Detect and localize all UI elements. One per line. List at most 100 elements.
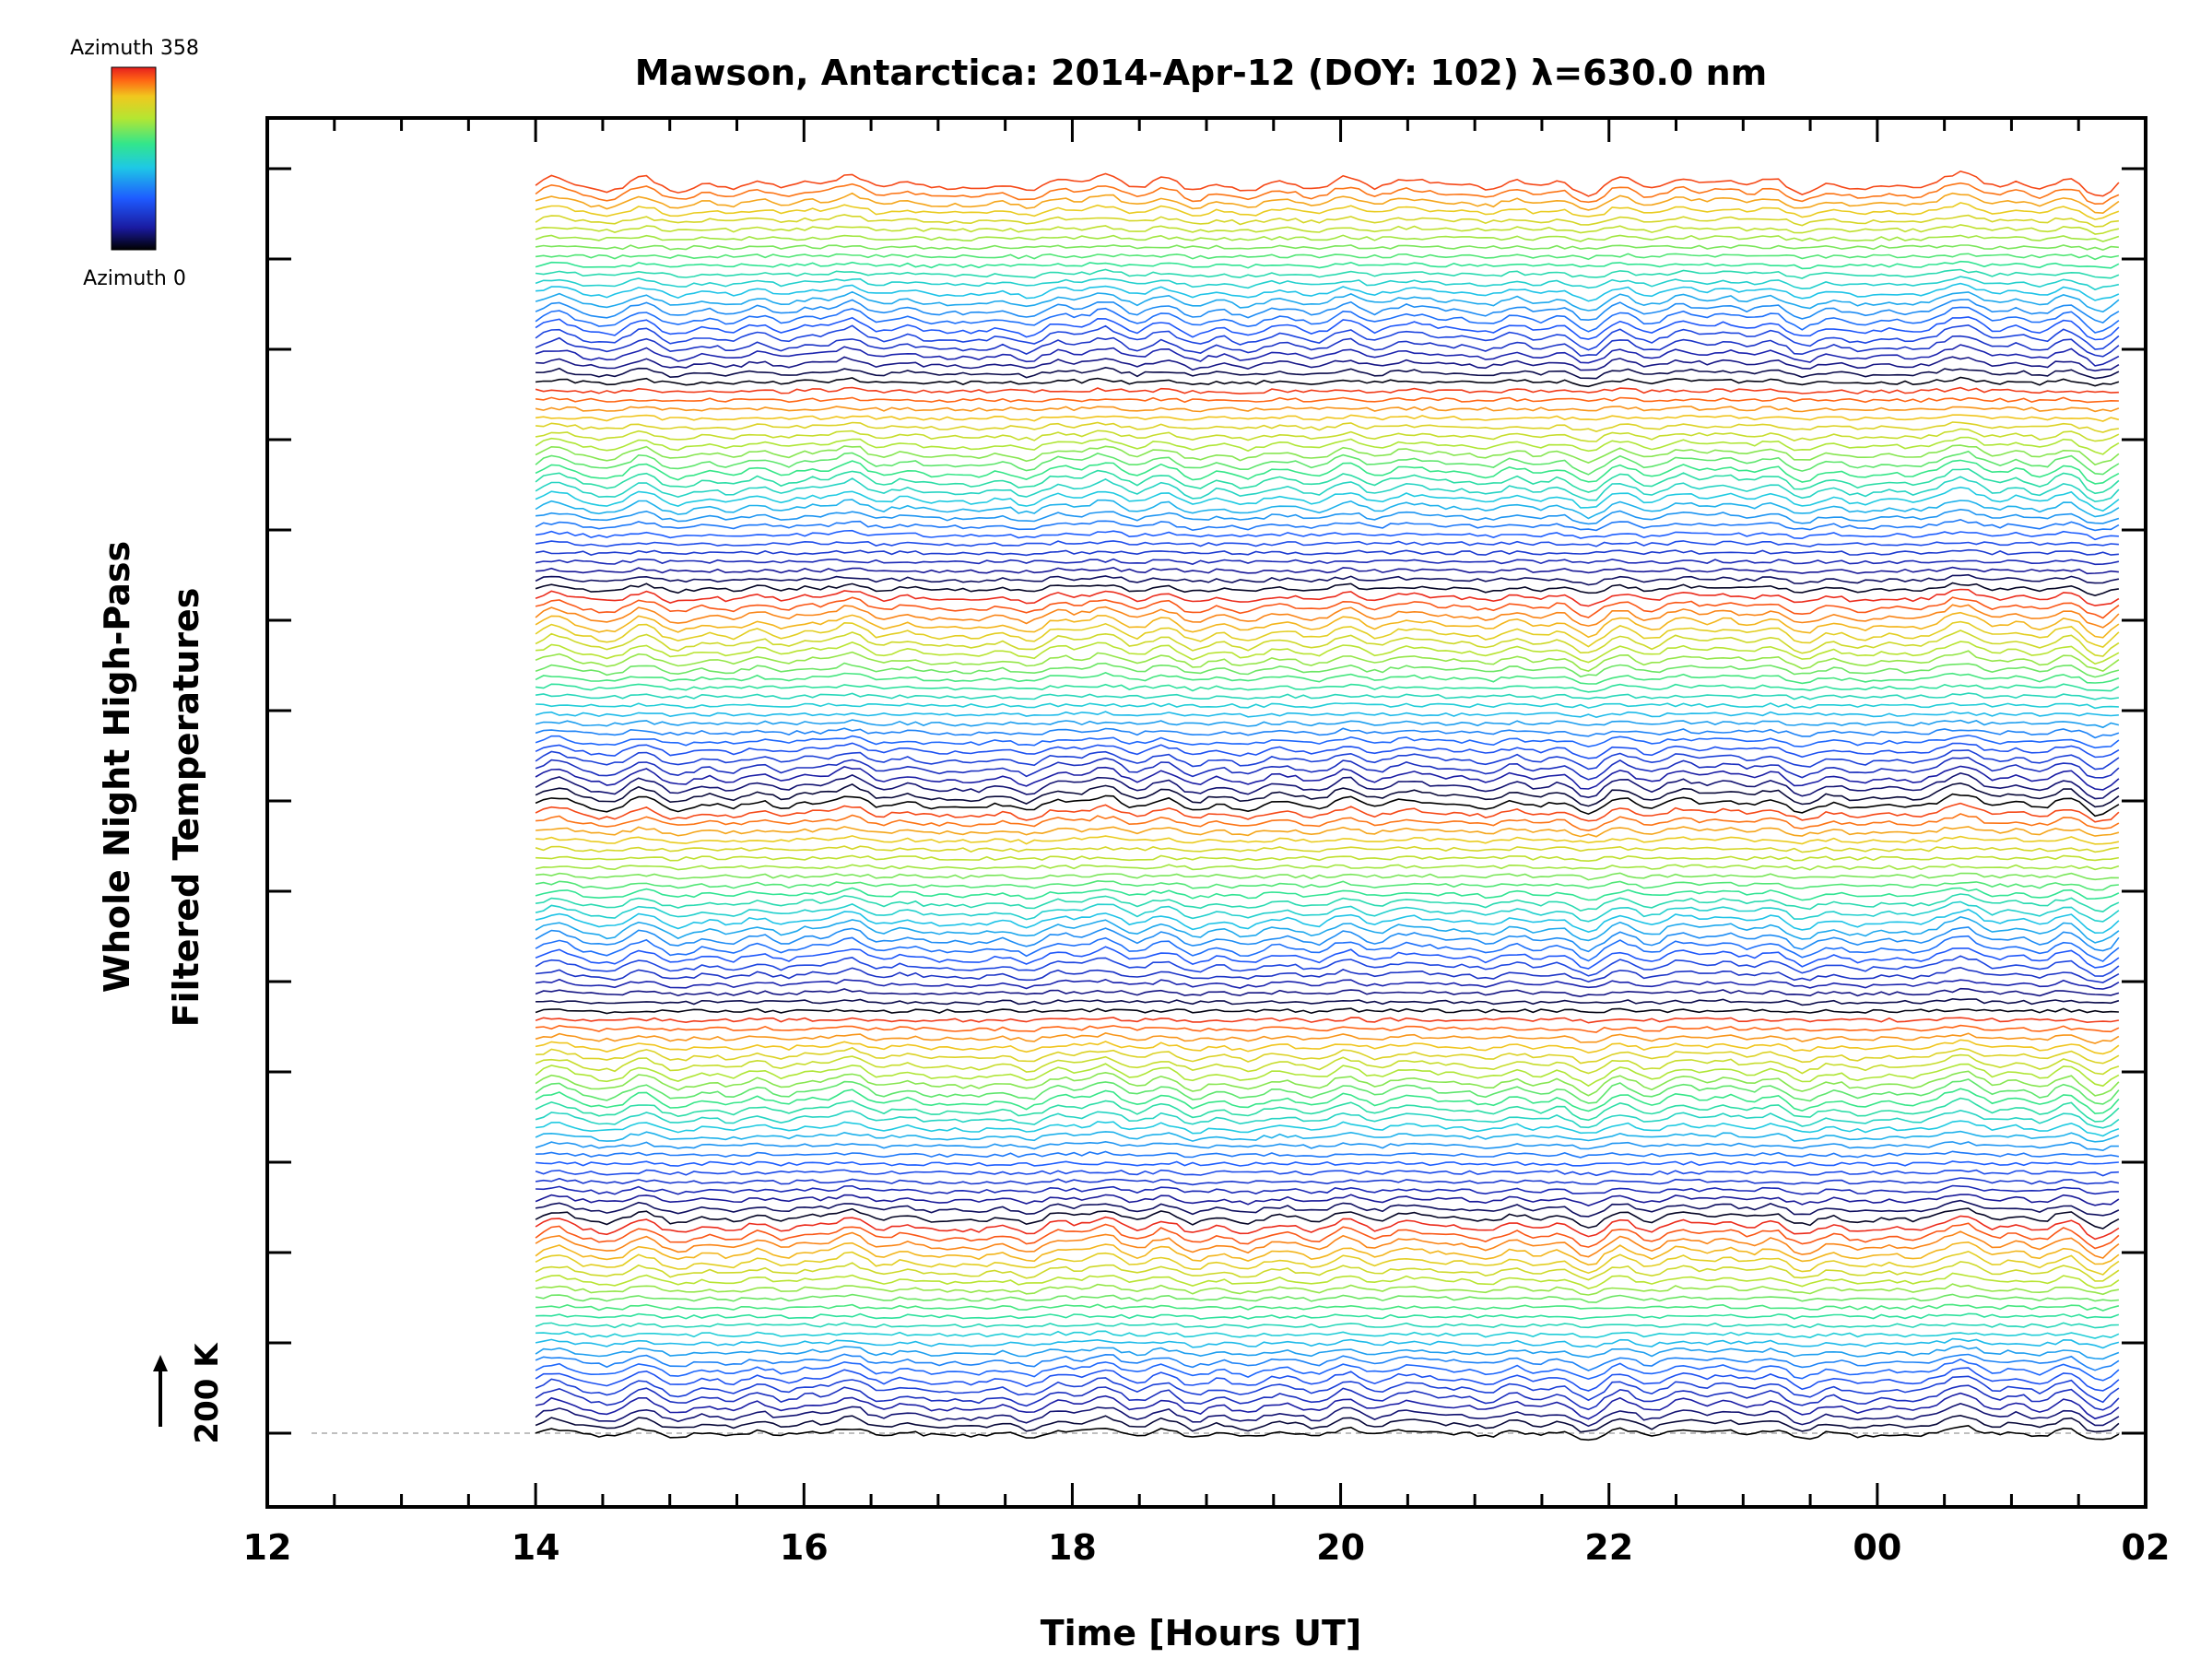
- temperature-trace: [535, 1222, 2120, 1250]
- temperature-trace: [535, 683, 2120, 693]
- temperature-trace: [535, 499, 2120, 520]
- temperature-trace: [535, 253, 2120, 261]
- temperature-trace: [535, 749, 2120, 771]
- y-axis-label-line1: Whole Night High-Pass: [97, 541, 137, 993]
- temperature-trace: [535, 540, 2119, 547]
- temperature-trace: [535, 1392, 2120, 1420]
- temperature-trace: [535, 316, 2120, 341]
- temperature-trace: [535, 757, 2120, 781]
- temperature-trace: [535, 793, 2120, 818]
- temperature-trace: [535, 742, 2120, 759]
- temperature-traces: [535, 170, 2120, 1441]
- temperature-trace: [535, 476, 2120, 503]
- temperature-trace: [535, 872, 2119, 881]
- temperature-trace: [535, 1375, 2120, 1404]
- temperature-trace: [535, 916, 2120, 944]
- temperature-trace: [535, 1199, 2120, 1218]
- temperature-trace: [535, 290, 2120, 313]
- temperature-trace: [535, 1367, 2120, 1392]
- temperature-trace: [535, 170, 2120, 197]
- temperature-trace: [535, 772, 2120, 800]
- temperature-trace: [535, 1283, 2120, 1296]
- colorbar-bottom-label: Azimuth 0: [83, 267, 186, 290]
- scale-indicator: 200 K: [153, 1342, 226, 1444]
- temperature-trace: [535, 428, 2120, 442]
- temperature-trace: [535, 224, 2120, 235]
- temperature-trace: [535, 765, 2120, 791]
- temperature-trace: [535, 1109, 2120, 1129]
- temperature-trace: [535, 450, 2120, 476]
- temperature-trace: [535, 900, 2120, 923]
- temperature-trace: [535, 1039, 2120, 1055]
- temperature-trace: [535, 1184, 2119, 1195]
- temperature-trace: [535, 893, 2120, 912]
- temperature-trace: [535, 620, 2120, 648]
- temperature-trace: [535, 1024, 2120, 1033]
- temperature-trace: [535, 244, 2119, 252]
- temperature-trace: [535, 406, 2120, 413]
- temperature-trace: [535, 1017, 2120, 1024]
- temperature-trace: [535, 444, 2120, 466]
- temperature-trace: [535, 946, 2120, 970]
- temperature-trace: [535, 611, 2120, 639]
- temperature-trace: [535, 1424, 2120, 1441]
- x-tick-label: 14: [512, 1527, 560, 1568]
- temperature-trace: [535, 1140, 2119, 1152]
- x-tick-label: 02: [2122, 1527, 2171, 1568]
- temperature-trace: [535, 335, 2120, 358]
- temperature-trace: [535, 1272, 2120, 1289]
- temperature-trace: [535, 282, 2120, 302]
- temperature-trace: [535, 344, 2120, 367]
- x-tick-labels: 12 14 16 18 20 22 00 02: [243, 1527, 2171, 1568]
- temperature-trace: [535, 596, 2120, 619]
- x-axis-label: Time [Hours UT]: [1041, 1613, 1362, 1653]
- temperature-trace: [535, 192, 2120, 215]
- temperature-trace: [535, 1088, 2120, 1115]
- temperature-trace: [535, 1358, 2120, 1382]
- temperature-trace: [535, 997, 2120, 1006]
- temperature-trace: [535, 1322, 2119, 1329]
- x-tick-label: 20: [1316, 1527, 1365, 1568]
- temperature-trace: [535, 1130, 2120, 1143]
- temperature-trace: [535, 214, 2119, 228]
- temperature-trace: [535, 558, 2120, 566]
- temperature-trace: [535, 641, 2120, 665]
- temperature-trace: [535, 1120, 2120, 1137]
- temperature-trace: [535, 299, 2120, 324]
- temperature-trace: [535, 926, 2120, 953]
- temperature-trace: [535, 588, 2120, 607]
- temperature-trace: [535, 414, 2120, 422]
- temperature-trace: [535, 692, 2120, 700]
- temperature-trace: [535, 966, 2120, 983]
- temperature-trace: [535, 719, 2120, 729]
- temperature-trace: [535, 650, 2120, 672]
- temperature-trace: [535, 1169, 2119, 1177]
- x-tick-label: 22: [1584, 1527, 1633, 1568]
- temperature-trace: [535, 1303, 2120, 1312]
- temperature-trace: [535, 234, 2120, 242]
- temperature-trace: [535, 1150, 2120, 1159]
- temperature-trace: [535, 260, 2120, 270]
- temperature-trace: [535, 1414, 2120, 1433]
- temperature-trace: [535, 813, 2120, 832]
- temperature-trace: [535, 1053, 2120, 1076]
- y-axis-label-line2: Filtered Temperatures: [166, 588, 206, 1028]
- colorbar-top-label: Azimuth 358: [70, 37, 199, 60]
- temperature-trace: [535, 935, 2120, 962]
- temperature-trace: [535, 826, 2120, 838]
- x-tick-label: 18: [1048, 1527, 1097, 1568]
- temperature-trace: [535, 1353, 2120, 1371]
- temperature-trace: [535, 782, 2120, 808]
- axis-ticks: [265, 118, 2147, 1507]
- temperature-trace: [535, 1215, 2120, 1241]
- temperature-trace: [535, 863, 2120, 871]
- temperature-trace: [535, 421, 2120, 433]
- temperature-trace: [535, 529, 2119, 541]
- x-tick-label: 00: [1853, 1527, 1901, 1568]
- temperature-trace: [535, 1070, 2120, 1097]
- temperature-trace: [535, 1337, 2120, 1349]
- temperature-trace: [535, 955, 2120, 977]
- temperature-trace: [535, 802, 2120, 823]
- temperature-trace: [535, 1160, 2119, 1167]
- temperature-trace: [535, 1312, 2120, 1320]
